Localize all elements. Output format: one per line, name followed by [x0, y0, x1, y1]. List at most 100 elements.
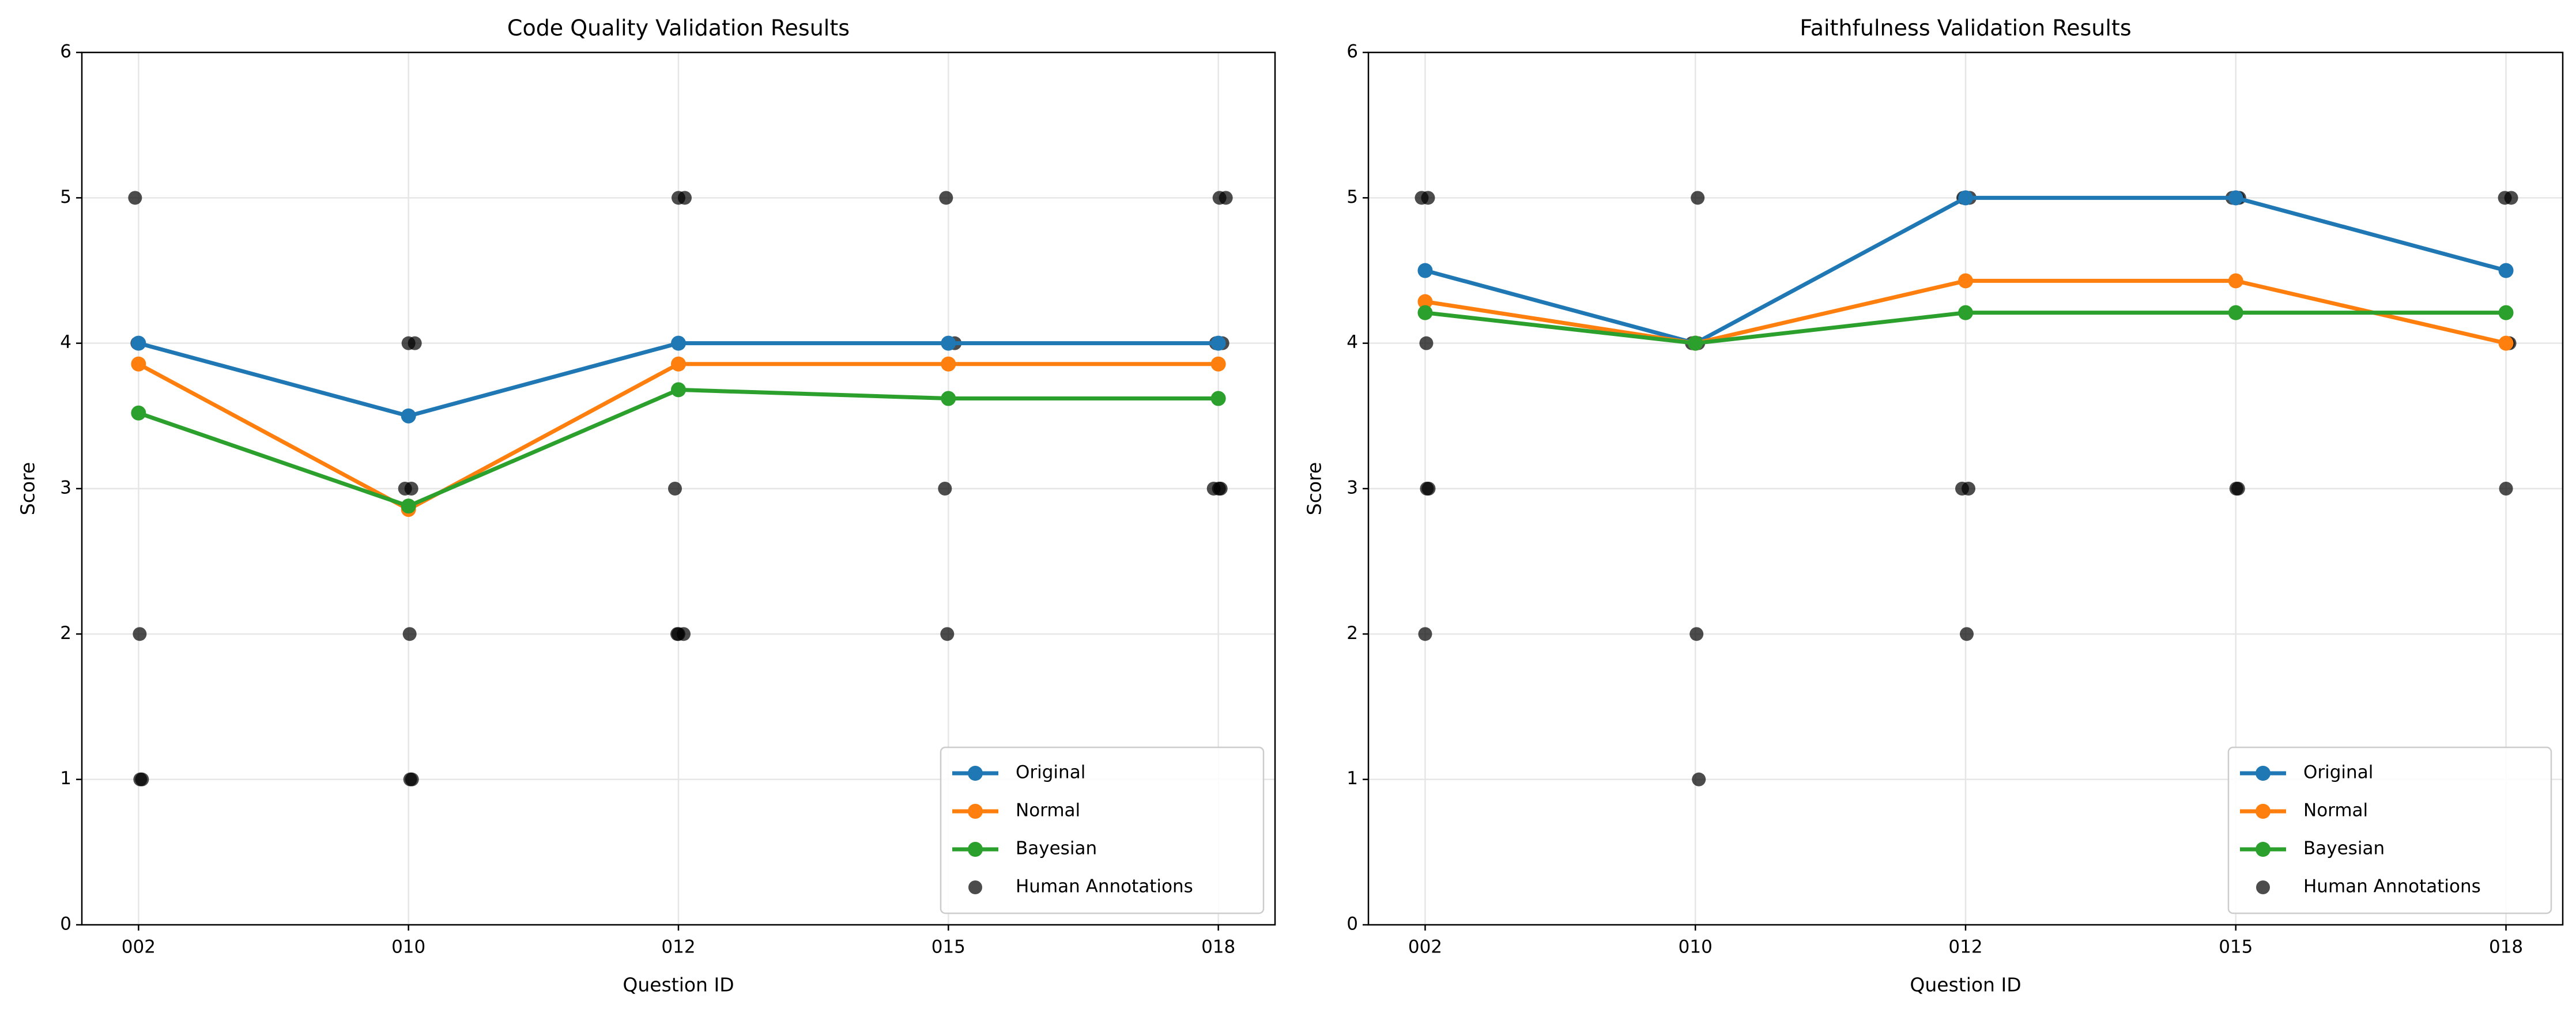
legend-label: Human Annotations: [1016, 876, 1193, 897]
annotation-point: [1689, 627, 1704, 641]
series-point: [1958, 273, 1973, 289]
series-point: [1210, 356, 1226, 372]
series-point: [1417, 263, 1433, 278]
series-point: [671, 335, 686, 351]
y-tick-label: 6: [60, 41, 71, 62]
series-point: [2498, 305, 2514, 320]
series-point: [2228, 305, 2243, 320]
annotation-point: [402, 627, 417, 641]
y-tick-label: 4: [1347, 332, 1358, 353]
y-tick-label: 3: [1347, 478, 1358, 498]
legend-label: Bayesian: [1016, 838, 1097, 859]
annotation-point: [1419, 336, 1434, 350]
annotation-point: [1418, 627, 1432, 641]
series-point: [131, 405, 146, 421]
x-axis-label: Question ID: [1910, 974, 2021, 996]
y-tick-label: 0: [60, 914, 71, 935]
annotation-point: [668, 482, 682, 496]
annotation-point: [408, 336, 422, 350]
y-tick-label: 2: [1347, 623, 1358, 644]
x-axis-label: Question ID: [623, 974, 734, 996]
legend-marker: [968, 842, 983, 857]
chart-title: Code Quality Validation Results: [507, 16, 850, 41]
annotation-point: [133, 772, 148, 787]
plot-frame: [81, 51, 1276, 926]
series-point: [1210, 391, 1226, 406]
series-point: [2228, 190, 2243, 206]
annotation-point: [1219, 191, 1233, 205]
legend-marker: [968, 766, 983, 781]
y-tick-label: 1: [60, 768, 71, 789]
series-point: [941, 391, 956, 406]
annotation-point: [938, 482, 952, 496]
legend-box: [2227, 746, 2552, 914]
annotation-point: [2499, 482, 2513, 496]
series-point: [671, 382, 686, 398]
y-axis-label: Score: [1303, 462, 1326, 515]
annotation-point: [1962, 482, 1975, 496]
series-point: [1688, 335, 1703, 351]
annotation-point: [1691, 191, 1705, 205]
annotation-point: [2504, 191, 2518, 205]
annotation-point: [403, 772, 417, 787]
series-point: [2498, 335, 2514, 351]
series-point: [401, 498, 416, 514]
x-tick-label: 018: [2489, 937, 2523, 958]
legend-label: Normal: [2303, 800, 2368, 821]
annotation-point: [404, 482, 418, 496]
y-tick-label: 6: [1347, 41, 1358, 62]
y-tick-label: 3: [60, 478, 71, 498]
series-point: [941, 335, 956, 351]
annotation-point: [2229, 482, 2243, 496]
y-tick-label: 0: [1347, 914, 1358, 935]
legend-marker: [968, 880, 982, 894]
series-point: [941, 356, 956, 372]
legend-label: Original: [1016, 762, 1085, 783]
legend-marker: [2256, 804, 2270, 819]
legend-label: Original: [2303, 762, 2373, 783]
legend-label: Bayesian: [2303, 838, 2385, 859]
y-tick-label: 2: [60, 623, 71, 644]
x-tick-label: 010: [391, 937, 425, 958]
legend-label: Normal: [1016, 800, 1080, 821]
x-tick-label: 012: [1948, 937, 1982, 958]
x-tick-label: 012: [661, 937, 695, 958]
y-tick-label: 5: [60, 187, 71, 207]
series-point: [1210, 335, 1226, 351]
series-point: [1958, 190, 1973, 206]
series-point: [1417, 294, 1433, 309]
annotation-point: [678, 191, 692, 205]
annotation-point: [1421, 191, 1435, 205]
series-point: [2498, 263, 2514, 278]
legend-marker: [2256, 766, 2270, 781]
y-tick-label: 4: [60, 332, 71, 353]
series-point: [131, 335, 146, 351]
x-tick-label: 002: [1408, 937, 1442, 958]
legend-box: [940, 746, 1265, 914]
annotation-point: [672, 627, 685, 641]
series-point: [131, 356, 146, 372]
series-point: [1958, 305, 1973, 320]
x-tick-label: 015: [2219, 937, 2253, 958]
annotation-point: [940, 627, 955, 641]
series-point: [2228, 273, 2243, 289]
annotation-point: [133, 627, 147, 641]
x-tick-label: 015: [931, 937, 965, 958]
series-point: [401, 408, 416, 424]
annotation-point: [1692, 772, 1706, 787]
plot-frame: [1367, 51, 2564, 926]
annotation-point: [939, 191, 953, 205]
x-tick-label: 010: [1679, 937, 1713, 958]
y-tick-label: 1: [1347, 768, 1358, 789]
annotation-point: [1960, 627, 1974, 641]
annotation-point: [128, 191, 142, 205]
annotation-point: [1206, 482, 1221, 496]
legend-marker: [2256, 842, 2270, 857]
annotation-point: [1420, 482, 1434, 496]
legend-marker: [968, 804, 983, 819]
y-tick-label: 5: [1347, 187, 1358, 207]
series-point: [671, 356, 686, 372]
legend-marker: [2256, 880, 2270, 894]
